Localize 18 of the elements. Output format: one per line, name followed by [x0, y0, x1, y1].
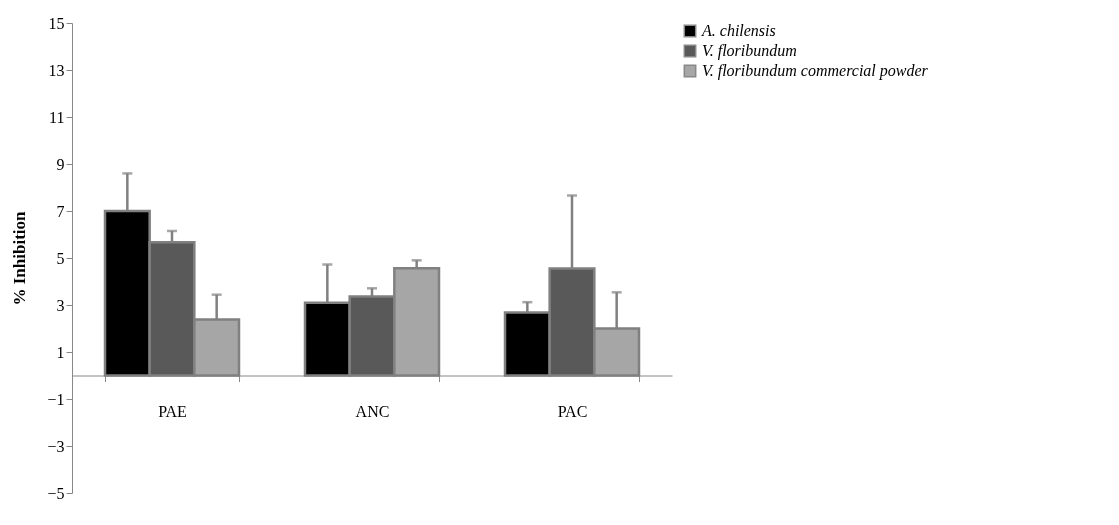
y-tick-label: 11	[49, 108, 65, 126]
y-tick-label: 3	[56, 296, 65, 314]
x-tick-label: ANC	[355, 403, 390, 420]
y-tick-label: −1	[47, 390, 65, 408]
y-tick-label: 1	[56, 343, 65, 361]
y-tick-label: 7	[56, 202, 65, 220]
x-tick-label: PAE	[158, 403, 187, 420]
y-tick-label: 9	[56, 155, 65, 173]
y-tick-label: 15	[48, 14, 65, 32]
y-axis-title: % Inhibition	[10, 210, 30, 306]
legend-label: V. floribundum commercial powder	[702, 62, 929, 80]
y-tick-label: 5	[56, 249, 65, 267]
legend-label: V. floribundum	[702, 42, 797, 60]
legend-label: A. chilensis	[701, 22, 776, 39]
y-tick-label: 13	[48, 61, 65, 79]
y-tick-label: −5	[47, 484, 65, 502]
y-tick-label: −3	[47, 437, 65, 455]
x-tick-label: PAC	[557, 403, 588, 420]
